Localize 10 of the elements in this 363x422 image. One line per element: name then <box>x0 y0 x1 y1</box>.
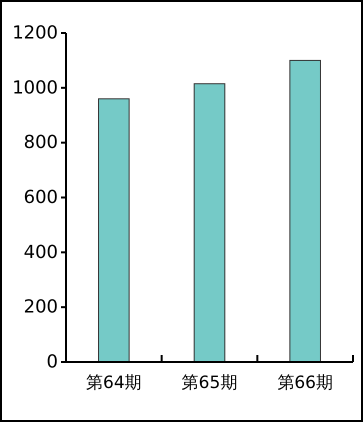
x-tick-label: 第66期 <box>277 373 333 393</box>
x-tick-label: 第65期 <box>182 373 238 393</box>
y-tick-label: 200 <box>24 296 58 318</box>
y-tick-label: 1200 <box>12 22 58 44</box>
y-tick-label: 400 <box>24 242 58 263</box>
y-tick-label: 800 <box>24 132 58 154</box>
y-tick-label: 1000 <box>12 77 58 98</box>
y-tick-label: 0 <box>46 352 58 372</box>
x-tick-label: 第64期 <box>86 373 142 393</box>
y-tick-label: 600 <box>24 187 58 208</box>
